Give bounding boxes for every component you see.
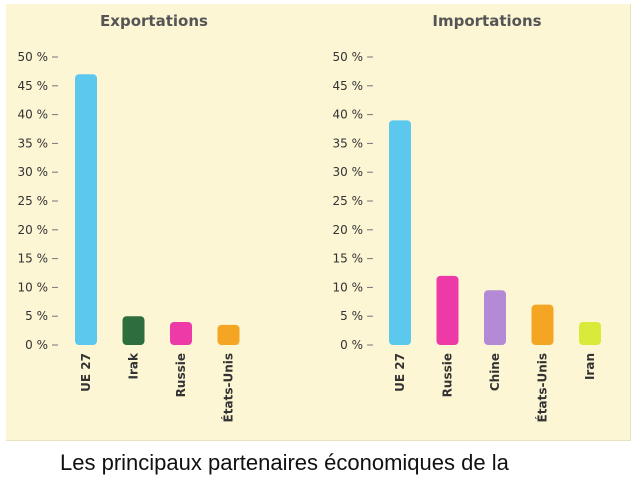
bar-charts: Exportations 50 % 45 % 40 % 35 % 30 % 25 % 20 %… bbox=[18, 12, 601, 422]
imports-y-tick-label: 45 % bbox=[333, 79, 364, 93]
imports-y-tick-label: 20 % bbox=[333, 223, 364, 237]
imports-y-tick-label: 30 % bbox=[333, 165, 364, 179]
exports-y-tick-label: 50 % bbox=[18, 50, 49, 64]
exports-category-label: UE 27 bbox=[79, 353, 93, 392]
imports-bar bbox=[484, 290, 506, 345]
imports-category-label: UE 27 bbox=[393, 353, 407, 392]
imports-bar bbox=[531, 304, 554, 345]
figure-caption: Les principaux partenaires économiques d… bbox=[60, 450, 509, 475]
exports-y-tick-label: 0 % bbox=[25, 338, 48, 352]
exports-bar bbox=[75, 74, 97, 345]
exports-y-tick-label: 35 % bbox=[18, 136, 49, 150]
exports-bar bbox=[217, 324, 240, 345]
imports-y-tick-label: 15 % bbox=[333, 252, 364, 266]
imports-y-tick-label: 0 % bbox=[340, 338, 363, 352]
exports-bar bbox=[122, 316, 145, 345]
exports-y-tick-label: 5 % bbox=[25, 309, 48, 323]
imports-y-tick-label: 5 % bbox=[340, 309, 363, 323]
imports-category-label: Chine bbox=[488, 353, 502, 391]
imports-category-label: États-Unis bbox=[535, 353, 550, 422]
imports-bar bbox=[579, 321, 601, 345]
exports-bar bbox=[170, 321, 192, 345]
exports-category-label: Irak bbox=[127, 352, 141, 379]
imports-y-tick-label: 35 % bbox=[333, 136, 364, 150]
imports-bar bbox=[436, 275, 459, 345]
imports-title: Importations bbox=[432, 12, 541, 30]
imports-y-tick-label: 10 % bbox=[333, 280, 364, 294]
exports-y-tick-label: 10 % bbox=[18, 280, 49, 294]
imports-y-tick-label: 25 % bbox=[333, 194, 364, 208]
exports-category-label: Russie bbox=[174, 353, 188, 397]
imports-y-tick-label: 50 % bbox=[333, 50, 364, 64]
exports-y-tick-label: 40 % bbox=[18, 108, 49, 122]
exports-y-tick-label: 30 % bbox=[18, 165, 49, 179]
exports-y-tick-label: 20 % bbox=[18, 223, 49, 237]
exports-y-tick-label: 25 % bbox=[18, 194, 49, 208]
imports-category-label: Russie bbox=[441, 353, 455, 397]
exports-y-tick-label: 45 % bbox=[18, 79, 49, 93]
imports-category-label: Iran bbox=[583, 353, 597, 380]
imports-bar bbox=[389, 120, 411, 345]
figure-panel: Exportations 50 % 45 % 40 % 35 % 30 % 25 % 20 %… bbox=[6, 4, 631, 441]
exports-y-tick-label: 15 % bbox=[18, 252, 49, 266]
exports-title: Exportations bbox=[100, 12, 208, 30]
imports-y-tick-label: 40 % bbox=[333, 108, 364, 122]
exports-category-label: États-Unis bbox=[221, 353, 236, 422]
